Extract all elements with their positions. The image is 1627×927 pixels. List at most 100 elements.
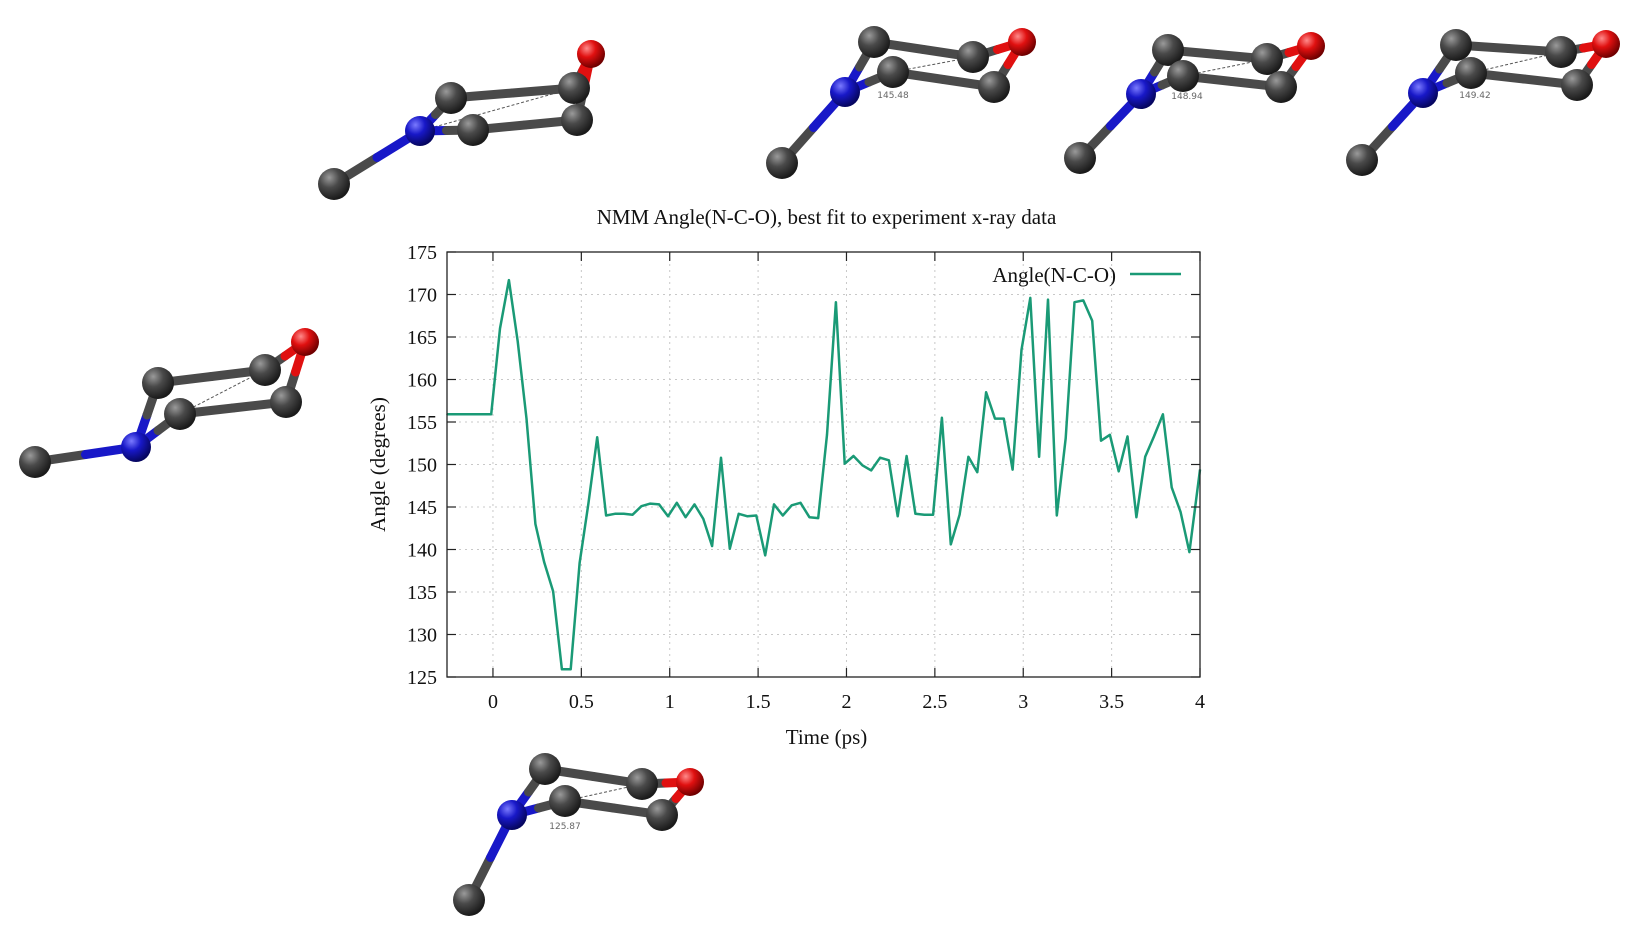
data-point [799,502,802,504]
axis-ticks [447,251,1201,678]
carbon-atom [549,785,581,817]
y-tick-label: 160 [407,370,437,392]
y-tick-label: 155 [407,412,437,434]
data-point [1038,456,1040,458]
carbon-atom [453,884,485,916]
data-point [985,391,987,394]
nitrogen-atom [1126,79,1156,109]
data-point [1126,435,1129,438]
data-point [508,279,510,281]
data-point [1109,434,1111,436]
molecule-top-center: 145.48 [766,26,1036,179]
data-point [1091,320,1093,322]
data-point [808,516,811,518]
y-tick-label: 175 [407,242,437,264]
data-point [737,513,740,515]
carbon-atom [646,799,678,831]
data-point [711,545,713,547]
carbon-atom [1265,71,1297,103]
carbon-atom [318,168,350,200]
carbon-atom [558,72,590,104]
data-point [976,471,979,474]
data-point [543,561,545,564]
data-point [1082,299,1085,302]
carbon-atom [561,104,593,136]
data-point [896,515,899,518]
oxygen-atom [577,40,605,68]
carbon-atom [626,768,658,800]
nitrogen-atom [121,432,151,462]
data-point [764,554,766,557]
series-group [446,278,1202,671]
molecule-angle-label: 149.42 [1459,91,1491,101]
data-point [879,456,881,459]
data-point [1073,301,1076,304]
data-point [994,417,996,420]
nitrogen-atom [497,800,527,830]
carbon-atom [1455,57,1487,89]
x-tick-labels: 0 0.5 1 1.5 2 2.5 3 3.5 4 [488,691,1205,713]
molecule-top-mid-right: 148.94 [1064,32,1325,174]
oxygen-atom [1297,32,1325,60]
y-tick-label: 150 [407,455,437,477]
data-point [525,417,528,420]
y-tick-label: 145 [407,497,437,519]
y-tick-label: 125 [407,667,437,689]
data-point [561,668,563,671]
carbon-atom [529,753,561,785]
y-tick-labels: 125 130 135 140 145 150 155 160 165 170 175 [407,242,437,689]
y-tick-label: 135 [407,582,437,604]
line-chart: NMM Angle(N-C-O), best fit to experiment… [366,205,1205,749]
nitrogen-atom [1408,78,1438,108]
data-point [631,513,634,516]
data-point [1153,435,1155,438]
y-axis-label: Angle (degrees) [366,397,390,532]
data-point [1188,551,1191,553]
data-point [684,516,687,518]
data-point [1144,456,1146,458]
x-tick-label: 2.5 [922,691,947,713]
data-point [534,523,537,525]
carbon-atom [766,147,798,179]
data-point [755,514,758,517]
data-point [905,455,908,457]
data-point [1029,297,1032,299]
data-point [587,502,590,505]
x-tick-label: 0 [488,691,498,713]
carbon-atom [142,367,174,399]
data-point [516,340,519,343]
data-point [1011,468,1014,471]
x-axis-label: Time (ps) [786,725,868,749]
data-point [640,505,643,508]
carbon-atom [858,26,890,58]
data-point [843,462,846,465]
data-point [967,456,970,458]
molecule-illustrations: 145.48 148.94 149.42 125.87 [19,26,1620,916]
data-point [1170,486,1173,489]
y-tick-label: 140 [407,540,437,562]
y-tick-label: 130 [407,625,437,647]
data-point [1003,417,1005,420]
chart-title: NMM Angle(N-C-O), best fit to experiment… [597,205,1057,229]
data-point [720,456,722,459]
series-line [447,278,1202,671]
data-point [605,514,607,517]
carbon-atom [1152,34,1184,66]
data-point [569,668,572,671]
molecule-top-right: 149.42 [1346,29,1620,176]
data-point [1162,413,1164,416]
carbon-atom [1561,69,1593,101]
data-point [649,502,652,505]
data-point [693,503,696,506]
data-point [941,417,943,419]
data-point [914,513,917,515]
data-point [623,513,625,515]
y-tick-label: 165 [407,327,437,349]
molecule-angle-label: 125.87 [549,822,581,832]
data-point [658,503,660,506]
x-tick-label: 2 [841,691,851,713]
molecule-angle-label: 148.94 [1171,92,1203,102]
data-point [817,517,819,519]
molecule-left [19,328,319,478]
